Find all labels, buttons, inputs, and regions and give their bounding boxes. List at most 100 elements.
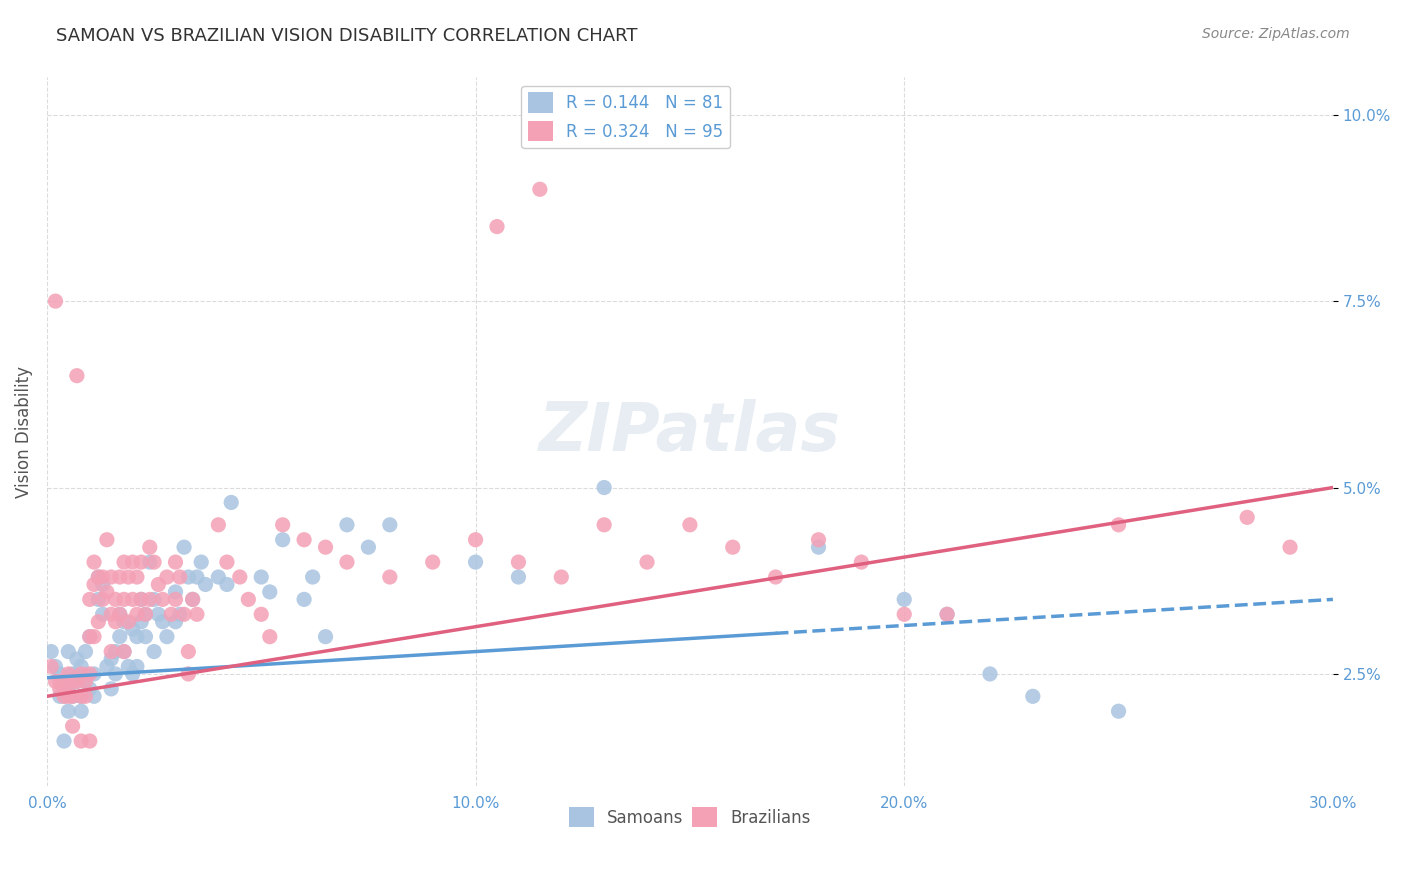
Samoans [108, 630, 131, 644]
Brazilians [129, 555, 152, 569]
Brazilians [104, 592, 127, 607]
Samoans [44, 659, 66, 673]
Brazilians [169, 570, 191, 584]
Brazilians [271, 517, 294, 532]
Samoans [121, 622, 143, 636]
Brazilians [79, 592, 101, 607]
Samoans [979, 667, 1001, 681]
Brazilians [121, 555, 143, 569]
Brazilians [66, 674, 89, 689]
Samoans [66, 674, 89, 689]
Brazilians [87, 615, 110, 629]
Samoans [173, 540, 195, 554]
Samoans [156, 630, 179, 644]
Samoans [1108, 704, 1130, 718]
Brazilians [173, 607, 195, 622]
Brazilians [152, 592, 174, 607]
Samoans [194, 577, 217, 591]
Samoans [62, 690, 84, 704]
Brazilians [79, 667, 101, 681]
Brazilians [83, 555, 105, 569]
Brazilians [207, 517, 229, 532]
Samoans [58, 704, 80, 718]
Brazilians [765, 570, 787, 584]
Brazilians [112, 555, 135, 569]
Samoans [378, 517, 401, 532]
Samoans [152, 615, 174, 629]
Brazilians [96, 533, 118, 547]
Samoans [79, 630, 101, 644]
Brazilians [44, 294, 66, 309]
Samoans [53, 690, 76, 704]
Samoans [39, 644, 62, 658]
Samoans [83, 667, 105, 681]
Legend: Samoans, Brazilians: Samoans, Brazilians [562, 800, 817, 834]
Samoans [190, 555, 212, 569]
Samoans [96, 659, 118, 673]
Brazilians [186, 607, 208, 622]
Brazilians [91, 592, 114, 607]
Brazilians [807, 533, 830, 547]
Brazilians [75, 674, 97, 689]
Text: SAMOAN VS BRAZILIAN VISION DISABILITY CORRELATION CHART: SAMOAN VS BRAZILIAN VISION DISABILITY CO… [56, 27, 638, 45]
Brazilians [108, 607, 131, 622]
Samoans [1022, 690, 1045, 704]
Samoans [593, 481, 616, 495]
Samoans [807, 540, 830, 554]
Brazilians [464, 533, 486, 547]
Samoans [108, 607, 131, 622]
Samoans [62, 667, 84, 681]
Brazilians [229, 570, 252, 584]
Samoans [70, 659, 93, 673]
Brazilians [117, 615, 139, 629]
Samoans [53, 734, 76, 748]
Brazilians [79, 734, 101, 748]
Samoans [134, 630, 156, 644]
Samoans [87, 570, 110, 584]
Brazilians [117, 570, 139, 584]
Samoans [357, 540, 380, 554]
Brazilians [53, 681, 76, 696]
Samoans [165, 585, 187, 599]
Samoans [336, 517, 359, 532]
Samoans [48, 690, 70, 704]
Samoans [508, 570, 530, 584]
Brazilians [134, 607, 156, 622]
Samoans [48, 667, 70, 681]
Brazilians [485, 219, 508, 234]
Brazilians [177, 667, 200, 681]
Brazilians [70, 690, 93, 704]
Brazilians [53, 690, 76, 704]
Samoans [129, 592, 152, 607]
Samoans [104, 667, 127, 681]
Brazilians [721, 540, 744, 554]
Samoans [104, 644, 127, 658]
Samoans [75, 644, 97, 658]
Samoans [79, 681, 101, 696]
Text: Source: ZipAtlas.com: Source: ZipAtlas.com [1202, 27, 1350, 41]
Brazilians [75, 690, 97, 704]
Brazilians [48, 674, 70, 689]
Samoans [91, 577, 114, 591]
Samoans [207, 570, 229, 584]
Samoans [134, 607, 156, 622]
Samoans [271, 533, 294, 547]
Brazilians [250, 607, 273, 622]
Brazilians [336, 555, 359, 569]
Samoans [169, 607, 191, 622]
Samoans [143, 644, 166, 658]
Samoans [112, 644, 135, 658]
Brazilians [315, 540, 337, 554]
Brazilians [121, 592, 143, 607]
Brazilians [48, 681, 70, 696]
Brazilians [636, 555, 658, 569]
Brazilians [87, 570, 110, 584]
Samoans [129, 615, 152, 629]
Brazilians [1279, 540, 1302, 554]
Brazilians [79, 630, 101, 644]
Samoans [181, 592, 204, 607]
Brazilians [100, 644, 122, 658]
Brazilians [1108, 517, 1130, 532]
Brazilians [129, 592, 152, 607]
Samoans [121, 667, 143, 681]
